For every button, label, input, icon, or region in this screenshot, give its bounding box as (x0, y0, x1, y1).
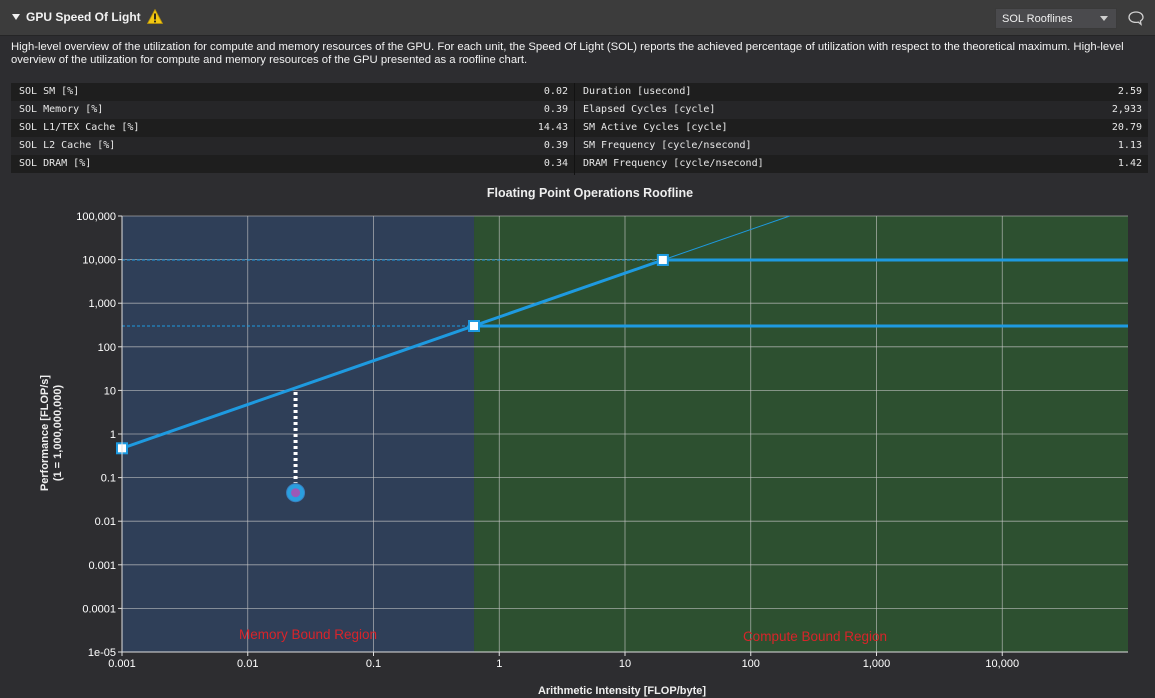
metric-name: SOL Memory [%] (19, 104, 104, 115)
x-tick-label: 0.001 (108, 658, 136, 670)
ridge-point-marker[interactable] (656, 253, 669, 266)
metric-value: 0.02 (543, 86, 568, 97)
x-tick-label: 0.01 (237, 658, 258, 670)
metric-cell: Duration [usecond] 2.59 (575, 83, 1148, 101)
x-tick-label: 10,000 (985, 658, 1019, 670)
metric-cell: SOL Memory [%] 0.39 (11, 101, 574, 119)
warning-icon (146, 9, 163, 24)
y-axis-title: Performance [FLOP/s] (39, 375, 51, 491)
y-tick-label: 10 (104, 385, 116, 397)
metric-value: 20.79 (1111, 122, 1142, 133)
memory-bound-region-label: Memory Bound Region (239, 627, 377, 642)
view-selector-dropdown[interactable]: SOL Rooflines (995, 8, 1117, 29)
y-axis-subtitle: (1 = 1,000,000,000) (52, 385, 64, 482)
metric-cell: Elapsed Cycles [cycle] 2,933 (575, 101, 1148, 119)
chart-title: Floating Point Operations Roofline (487, 186, 693, 200)
metric-cell: SM Frequency [cycle/nsecond] 1.13 (575, 137, 1148, 155)
metric-cell: SOL L1/TEX Cache [%] 14.43 (11, 119, 574, 137)
metric-value: 0.34 (543, 158, 568, 169)
metric-value: 0.39 (543, 104, 568, 115)
y-tick-label: 1 (110, 429, 116, 441)
section-description: High-level overview of the utilization f… (11, 41, 1124, 66)
y-tick-label: 100 (98, 342, 116, 354)
metric-name: DRAM Frequency [cycle/nsecond] (583, 158, 764, 169)
metrics-table: SOL SM [%] 0.02 Duration [usecond] 2.59 … (11, 83, 1148, 175)
metrics-row: SOL L1/TEX Cache [%] 14.43 SM Active Cyc… (11, 119, 1148, 137)
chevron-down-icon (1100, 16, 1108, 21)
compute-bound-region-label: Compute Bound Region (743, 629, 887, 644)
metric-name: SOL L2 Cache [%] (19, 140, 116, 151)
x-tick-label: 100 (742, 658, 760, 670)
bandwidth-extension-line (662, 215, 790, 261)
metrics-row: SOL SM [%] 0.02 Duration [usecond] 2.59 (11, 83, 1148, 101)
y-tick-label: 1,000 (88, 298, 116, 310)
metric-name: SM Frequency [cycle/nsecond] (583, 140, 752, 151)
metrics-row: SOL Memory [%] 0.39 Elapsed Cycles [cycl… (11, 101, 1148, 119)
y-tick-label: 100,000 (76, 211, 116, 223)
metric-value: 2,933 (1111, 104, 1142, 115)
metric-value: 2.59 (1117, 86, 1142, 97)
metric-cell: DRAM Frequency [cycle/nsecond] 1.42 (575, 155, 1148, 173)
metric-name: SOL SM [%] (19, 86, 80, 97)
y-tick-label: 0.001 (88, 560, 116, 572)
table-divider (574, 83, 575, 175)
metric-cell: SOL SM [%] 0.02 (11, 83, 574, 101)
metric-value: 0.39 (543, 140, 568, 151)
y-tick-label: 0.1 (101, 473, 116, 485)
metric-cell: SOL L2 Cache [%] 0.39 (11, 137, 574, 155)
x-tick-label: 10 (619, 658, 631, 670)
y-tick-label: 0.01 (95, 516, 116, 528)
metric-value: 14.43 (537, 122, 568, 133)
comment-icon[interactable] (1127, 10, 1145, 26)
view-selector-value: SOL Rooflines (1002, 12, 1073, 25)
metric-name: SOL DRAM [%] (19, 158, 92, 169)
metric-value: 1.42 (1117, 158, 1142, 169)
metric-value: 1.13 (1117, 140, 1142, 151)
x-tick-label: 0.1 (366, 658, 381, 670)
roofline-chart[interactable]: Floating Point Operations Roofline 0.001… (0, 180, 1155, 698)
x-tick-label: 1,000 (863, 658, 891, 670)
y-tick-label: 10,000 (82, 255, 116, 267)
y-tick-label: 1e-05 (88, 647, 116, 659)
metric-name: SOL L1/TEX Cache [%] (19, 122, 140, 133)
section-header: GPU Speed Of Light SOL Rooflines (0, 0, 1155, 36)
ridge-point-marker[interactable] (468, 319, 481, 332)
metric-name: Elapsed Cycles [cycle] (583, 104, 716, 115)
metric-name: Duration [usecond] (583, 86, 692, 97)
section-title: GPU Speed Of Light (26, 9, 141, 24)
x-axis-title: Arithmetic Intensity [FLOP/byte] (538, 685, 706, 697)
achieved-point-inner-dot (291, 488, 301, 498)
metric-cell: SM Active Cycles [cycle] 20.79 (575, 119, 1148, 137)
metrics-row: SOL L2 Cache [%] 0.39 SM Frequency [cycl… (11, 137, 1148, 155)
y-tick-label: 0.0001 (82, 603, 116, 615)
metric-name: SM Active Cycles [cycle] (583, 122, 728, 133)
x-tick-label: 1 (496, 658, 502, 670)
bandwidth-roofline (121, 258, 664, 450)
collapse-caret-icon (12, 13, 20, 20)
metrics-row: SOL DRAM [%] 0.34 DRAM Frequency [cycle/… (11, 155, 1148, 173)
section-collapse-toggle[interactable]: GPU Speed Of Light (12, 9, 163, 24)
metric-cell: SOL DRAM [%] 0.34 (11, 155, 574, 173)
